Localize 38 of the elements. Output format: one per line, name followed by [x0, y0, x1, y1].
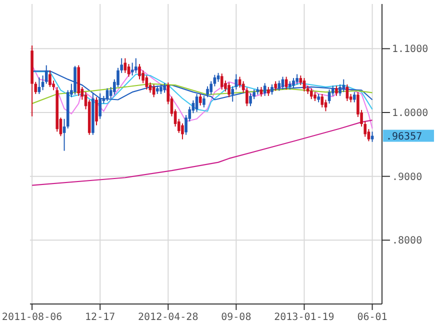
candlestick [124, 58, 127, 74]
candlestick [302, 78, 306, 92]
x-tick-label: 2012-04-28 [138, 312, 198, 323]
candlestick [292, 78, 295, 89]
candlestick [274, 80, 277, 92]
candlestick [270, 84, 274, 96]
candlestick [181, 122, 184, 140]
candlestick [335, 85, 338, 96]
candlestick [296, 74, 298, 85]
x-tick-label: 2013-01-19 [274, 312, 334, 323]
candlestick [228, 82, 230, 98]
candlestick [249, 92, 252, 107]
y-tick-label: 1.0000 [392, 108, 428, 120]
x-tick-label: 06-01 [357, 312, 388, 323]
line-series [31, 83, 373, 104]
text: .96357 [386, 131, 422, 142]
candlestick [278, 80, 281, 92]
candlestick [338, 84, 342, 96]
candlestick [163, 82, 166, 94]
candlestick [130, 62, 134, 76]
candlestick [95, 96, 98, 126]
candlestick [320, 94, 324, 108]
candlestick [263, 82, 266, 96]
y-tick-label: .9000 [392, 172, 422, 183]
candlestick [48, 70, 52, 88]
candlestick [342, 78, 346, 93]
y-tick-label: 1.1000 [392, 44, 428, 56]
candlestick [198, 94, 202, 106]
candlestick [160, 84, 162, 94]
y-tick-label: .8000 [392, 236, 422, 247]
candlestick [260, 86, 263, 98]
x-tick-label: 12-17 [85, 312, 116, 323]
candlestick [134, 58, 138, 74]
x-tick-label: 2011-08-06 [2, 312, 62, 323]
candlestick [310, 88, 313, 100]
candlestick [138, 64, 141, 80]
x-tick-label: 09-08 [221, 312, 252, 323]
candlestick [220, 73, 224, 90]
